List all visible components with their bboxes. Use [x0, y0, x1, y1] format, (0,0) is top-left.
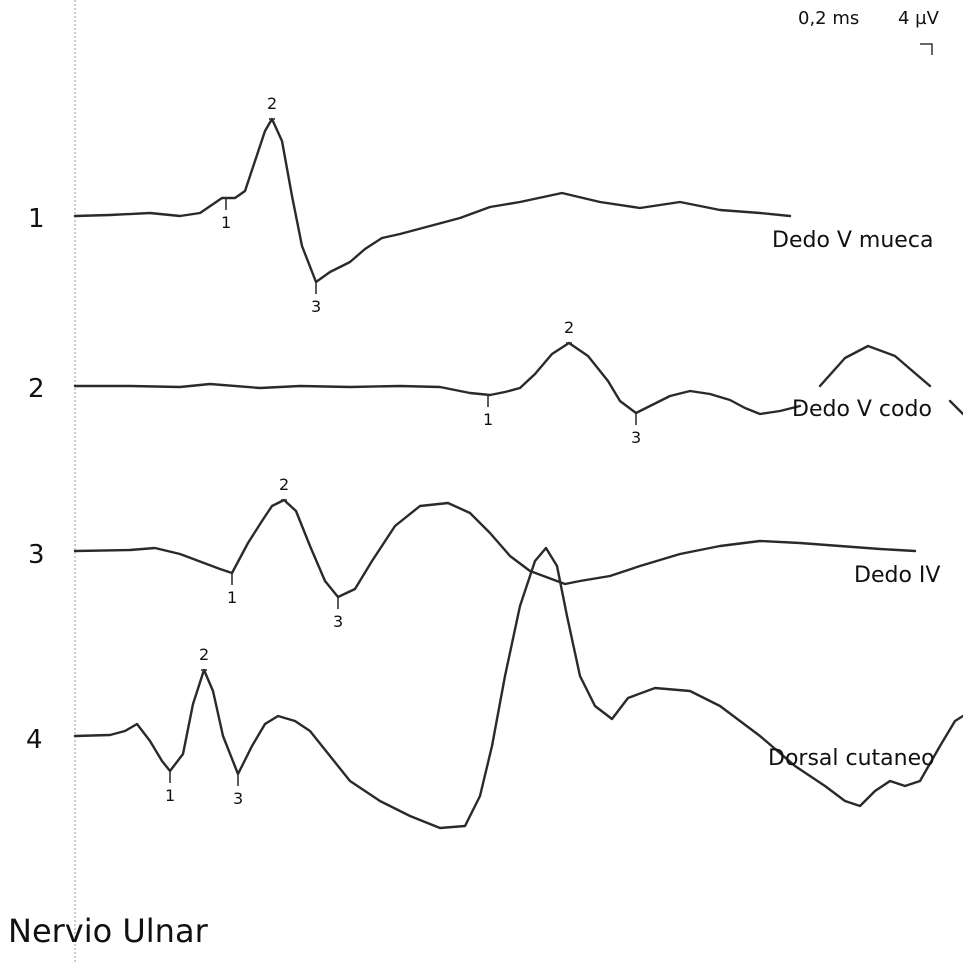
chart-title: Nervio Ulnar: [8, 912, 208, 950]
marker-label-3-2: 2: [279, 475, 289, 494]
marker-label-4-3: 3: [233, 789, 243, 808]
marker-label-2-2: 2: [564, 318, 574, 337]
trace-line-3: [73, 498, 917, 599]
marker-label-3-1: 1: [227, 588, 237, 607]
marker-label-3-3: 3: [333, 612, 343, 631]
row-number-3: 3: [28, 540, 45, 570]
trace-label-4: Dorsal cutaneo: [768, 746, 935, 771]
row-number-2: 2: [28, 374, 45, 404]
marker-label-1-3: 3: [311, 297, 321, 316]
row-number-1: 1: [28, 204, 45, 234]
scale-bracket: [920, 43, 933, 55]
trace-segment-2: [818, 344, 932, 388]
marker-label-4-1: 1: [165, 786, 175, 805]
trace-line-1: [73, 117, 792, 284]
scale-bar: 0,2 ms 4 µV: [798, 8, 940, 55]
trace-tail-2: [948, 399, 963, 416]
marker-label-1-2: 2: [267, 94, 277, 113]
marker-label-2-3: 3: [631, 428, 641, 447]
trace-line-4: [73, 546, 963, 830]
scale-amplitude-label: 4 µV: [898, 8, 940, 29]
marker-label-1-1: 1: [221, 213, 231, 232]
trace-line-2: [73, 341, 802, 416]
marker-label-4-2: 2: [199, 645, 209, 664]
scale-time-label: 0,2 ms: [798, 8, 859, 29]
marker-label-2-1: 1: [483, 410, 493, 429]
trace-label-2: Dedo V codo: [792, 397, 932, 422]
row-number-4: 4: [26, 725, 43, 755]
trace-label-1: Dedo V mueca: [772, 228, 933, 253]
traces-group: 1 1 2 3 Dedo V mueca 2 1 2 3 Dedo V codo 3 1 2 3 Dedo …: [26, 94, 963, 830]
trace-label-3: Dedo IV: [854, 563, 940, 588]
